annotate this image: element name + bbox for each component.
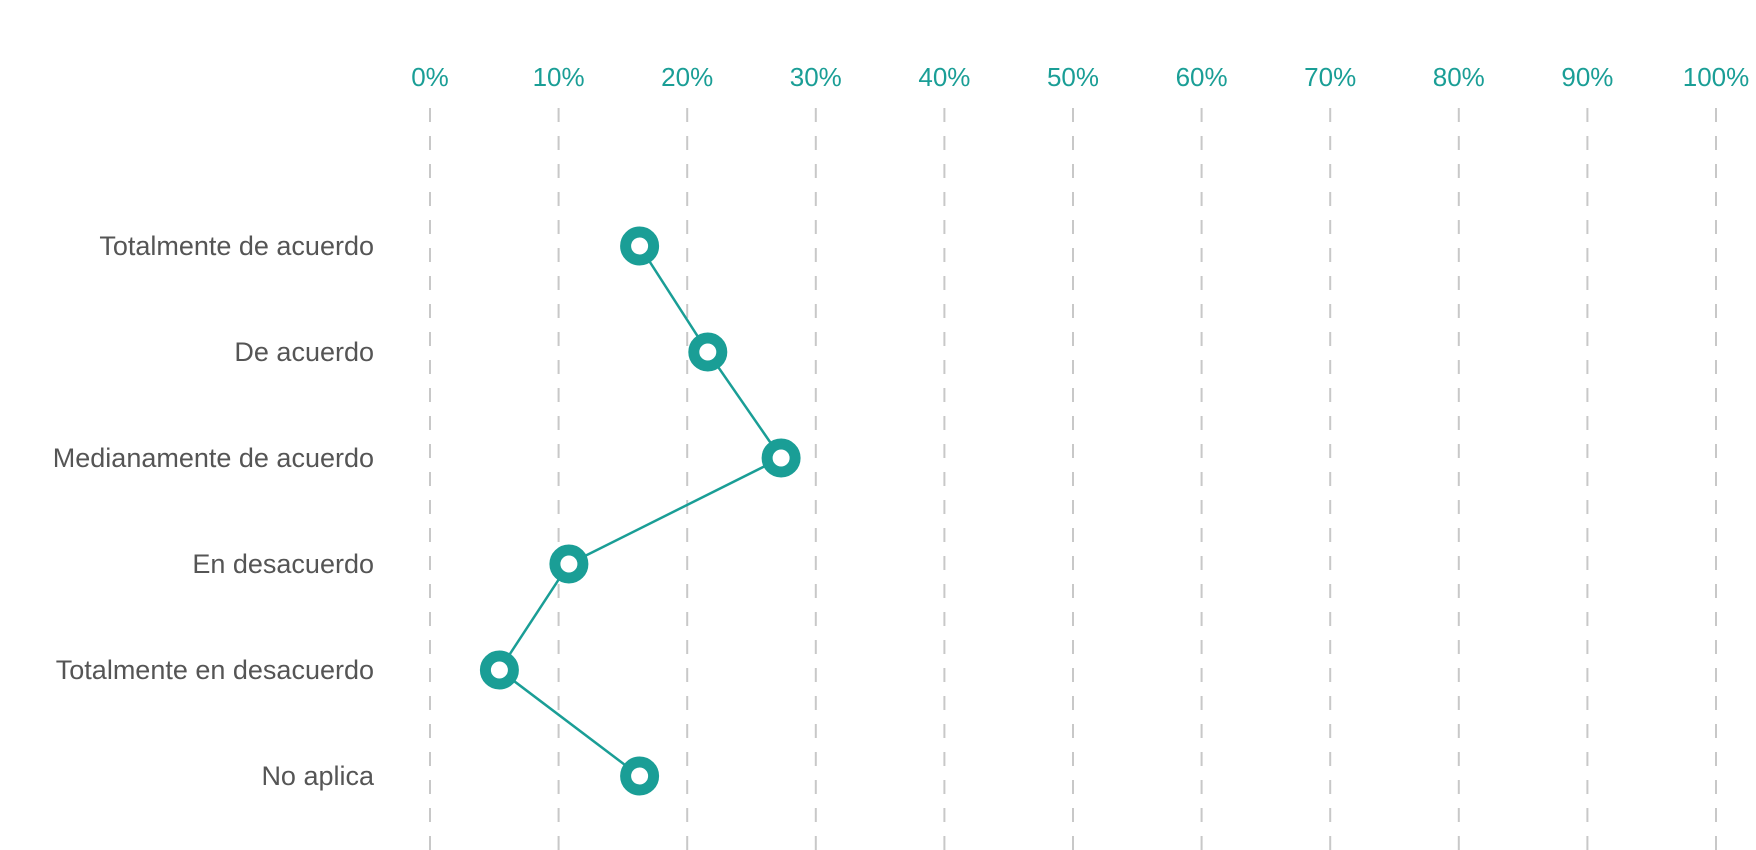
category-label: Totalmente de acuerdo (99, 231, 374, 261)
category-label: En desacuerdo (192, 549, 374, 579)
x-tick-label: 10% (533, 62, 585, 92)
series-line (497, 245, 783, 777)
grid-lines (429, 108, 1717, 850)
x-tick-label: 80% (1433, 62, 1485, 92)
x-tick-label: 50% (1047, 62, 1099, 92)
x-tick-label: 60% (1176, 62, 1228, 92)
data-point (761, 438, 801, 478)
x-tick-label: 40% (918, 62, 970, 92)
category-label: Medianamente de acuerdo (53, 443, 374, 473)
category-labels: Totalmente de acuerdo De acuerdo Medianame… (53, 231, 375, 791)
x-tick-label: 70% (1304, 62, 1356, 92)
x-tick-label: 20% (661, 62, 713, 92)
data-point (479, 650, 519, 690)
x-axis-tick-labels: 0% 10% 20% 30% 40% 50% 60% 70% 80% 90% 100% (411, 62, 1749, 92)
x-tick-label: 0% (411, 62, 449, 92)
category-label: De acuerdo (234, 337, 374, 367)
data-point (549, 544, 589, 584)
data-points (479, 226, 801, 796)
data-point (620, 226, 660, 266)
category-label: No aplica (261, 761, 375, 791)
data-point (688, 332, 728, 372)
data-point (620, 756, 660, 796)
series-line-group (497, 245, 783, 777)
x-tick-label: 30% (790, 62, 842, 92)
x-tick-label: 90% (1561, 62, 1613, 92)
x-tick-label: 100% (1683, 62, 1750, 92)
category-label: Totalmente en desacuerdo (56, 655, 374, 685)
